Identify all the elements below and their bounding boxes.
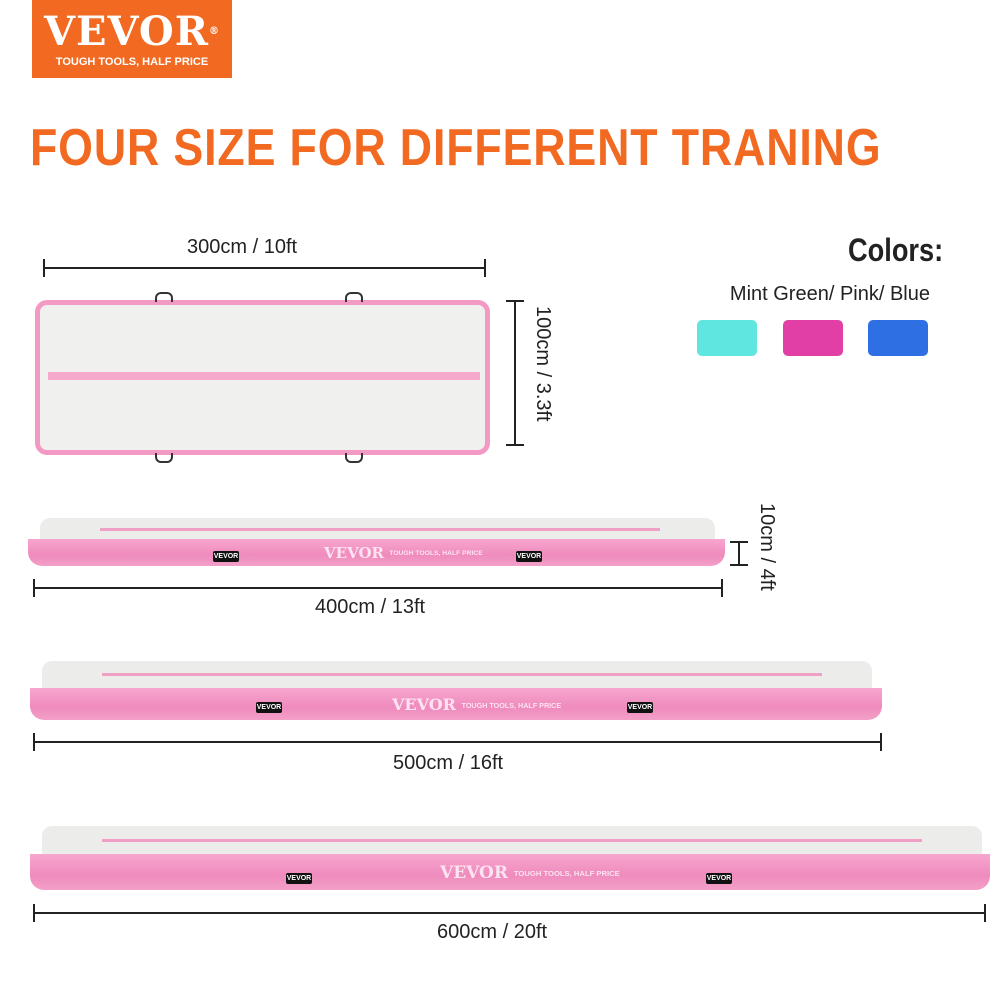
mat4-length-line [33,904,986,922]
logo-tagline: TOUGH TOOLS, HALF PRICE [55,56,209,68]
page-title: FOUR SIZE FOR DIFFERENT TRANING [30,119,882,177]
mat2-top [40,518,715,540]
vevor-logo: VEVOR® TOUGH TOOLS, HALF PRICE [32,0,232,78]
mat1-width-line [506,300,524,446]
mat1-length-line [43,259,486,277]
mat2-height-line [730,541,748,566]
mat4-length-label: 600cm / 20ft [437,921,548,943]
mat4-top [42,826,982,856]
mat4-stripe [102,839,922,842]
swatch-blue [868,320,928,356]
mat1-width-label: 100cm / 3.3ft [532,306,554,422]
mat1-top-view [35,300,490,455]
mat2-side: VEVOR TOUGH TOOLS, HALF PRICE VEVOR VEVO… [28,539,725,566]
mat2-handle: VEVOR [213,551,239,562]
mat3-top [42,661,872,690]
mat2-height-label: 10cm / 4ft [756,503,778,591]
mat4-brand: VEVOR TOUGH TOOLS, HALF PRICE [440,863,620,883]
mat2-handle: VEVOR [516,551,542,562]
mat3-handle: VEVOR [627,702,653,713]
mat1-handle-icon [155,453,173,463]
swatch-pink [783,320,843,356]
mat3-length-label: 500cm / 16ft [393,752,504,774]
swatch-mint-green [697,320,757,356]
mat2-length-line [33,579,723,597]
mat1-length-label: 300cm / 10ft [187,236,298,258]
mat4-handle: VEVOR [286,873,312,884]
mat4-side: VEVOR TOUGH TOOLS, HALF PRICE VEVOR VEVO… [30,854,990,890]
mat3-stripe [102,673,822,676]
mat1-handle-icon [155,292,173,302]
mat1-handle-icon [345,453,363,463]
mat2-length-label: 400cm / 13ft [315,596,426,618]
mat3-length-line [33,733,882,751]
logo-brand: VEVOR® [44,8,220,55]
mat1-handle-icon [345,292,363,302]
mat3-brand: VEVOR TOUGH TOOLS, HALF PRICE [392,695,562,714]
mat2-brand: VEVOR TOUGH TOOLS, HALF PRICE [324,544,483,562]
mat1-stripe [48,372,480,380]
colors-list: Mint Green/ Pink/ Blue [729,283,930,305]
mat4-handle: VEVOR [706,873,732,884]
mat3-side: VEVOR TOUGH TOOLS, HALF PRICE VEVOR VEVO… [30,688,882,720]
colors-heading: Colors: [848,232,944,268]
mat3-handle: VEVOR [256,702,282,713]
mat2-stripe [100,528,660,531]
